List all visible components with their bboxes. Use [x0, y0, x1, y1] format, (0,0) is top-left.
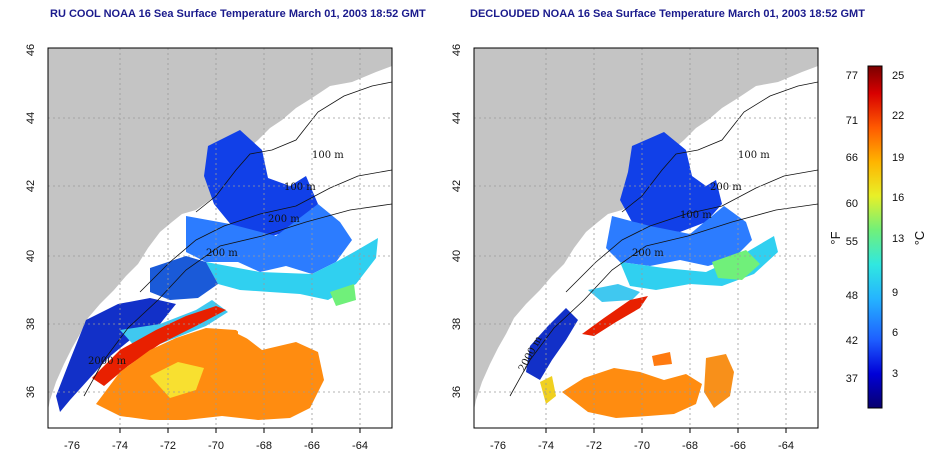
- land-mass: [48, 48, 392, 410]
- sst-blue-shelf: [186, 204, 352, 274]
- y-tick-label: 44: [451, 112, 463, 124]
- sst-deep-blue-gulf-of-maine: [620, 132, 722, 232]
- contour-label: 200 m: [632, 248, 664, 259]
- y-tick-label: 38: [451, 318, 463, 330]
- x-tick-label: -76: [64, 440, 80, 452]
- c-tick-label: 16: [892, 192, 904, 204]
- temperature-colorbar: 77 71 66 60 55 48 42 37 25 22 19 16 13 9…: [828, 65, 927, 409]
- x-tick-label: -66: [304, 440, 320, 452]
- c-tick-label: 19: [892, 152, 904, 164]
- x-tick-label: -66: [730, 440, 746, 452]
- c-tick-label: 6: [892, 327, 898, 339]
- contour-label: 200 m: [268, 214, 300, 225]
- isobath-2000m: [83, 203, 392, 397]
- map-frame: [47, 47, 393, 429]
- isobath-2000m: [509, 203, 818, 397]
- x-tick-label: -70: [208, 440, 224, 452]
- y-tick-label: 36: [25, 386, 37, 398]
- contour-label: 200 m: [710, 182, 742, 193]
- grid-lines-left: [48, 48, 392, 428]
- y-axis-left: 36 38 40 42 44 46: [25, 44, 37, 398]
- contour-label: 100 m: [738, 150, 770, 161]
- y-tick-label: 38: [25, 318, 37, 330]
- isobath-100m: [195, 81, 392, 213]
- sst-warm-eddy: [704, 354, 734, 408]
- sst-green-patch: [712, 250, 760, 280]
- f-tick-label: 48: [846, 290, 858, 302]
- isobath-200m: [139, 169, 392, 293]
- panel-right-title: DECLOUDED NOAA 16 Sea Surface Temperatur…: [470, 8, 865, 20]
- sst-gulf-stream-front: [92, 306, 226, 386]
- x-tick-label: -68: [256, 440, 272, 452]
- x-tick-label: -72: [160, 440, 176, 452]
- x-axis-right: -76 -74 -72 -70 -68 -66 -64: [490, 428, 794, 452]
- isobath-200m: [565, 169, 818, 293]
- sst-warm-gulf-stream: [96, 328, 324, 420]
- contour-label: 100 m: [680, 210, 712, 221]
- y-tick-label: 44: [25, 112, 37, 124]
- x-tick-label: -64: [352, 440, 368, 452]
- panel-left-title: RU COOL NOAA 16 Sea Surface Temperature …: [50, 8, 426, 20]
- sst-blue-shelf: [606, 206, 752, 266]
- x-axis-left: -76 -74 -72 -70 -68 -66 -64: [64, 428, 368, 452]
- x-tick-label: -74: [112, 440, 128, 452]
- y-tick-label: 40: [25, 250, 37, 262]
- f-tick-label: 66: [846, 152, 858, 164]
- grid-lines-right: [474, 48, 818, 428]
- map-frame: [473, 47, 819, 429]
- x-tick-label: -72: [586, 440, 602, 452]
- y-tick-label: 40: [451, 250, 463, 262]
- isobath-100m: [621, 81, 818, 213]
- sst-deep-blue-gulf-of-maine: [204, 130, 318, 236]
- sst-blue-coastal: [526, 308, 578, 380]
- sst-warm-patch: [652, 352, 672, 366]
- sst-yellow-coastal: [540, 376, 556, 404]
- y-tick-label: 46: [451, 44, 463, 56]
- f-tick-label: 37: [846, 373, 858, 385]
- y-tick-label: 36: [451, 386, 463, 398]
- sst-gulf-stream-front: [582, 296, 648, 336]
- celsius-scale: 25 22 19 16 13 9 6 3: [892, 70, 904, 380]
- y-tick-label: 42: [25, 180, 37, 192]
- x-tick-label: -64: [778, 440, 794, 452]
- colorbar-gradient: [867, 65, 883, 409]
- c-tick-label: 3: [892, 368, 898, 380]
- y-axis-right: 36 38 40 42 44 46: [451, 44, 463, 398]
- cloud-gap: [238, 292, 300, 346]
- sst-green-patch: [330, 284, 356, 306]
- map-panel-left: 100 m 100 m 200 m 200 m 2000 m -76 -74 -…: [25, 44, 393, 452]
- sst-cyan-slope: [206, 238, 378, 300]
- celsius-unit-label: °C: [912, 231, 927, 246]
- sst-blue-coastal: [150, 256, 218, 300]
- c-tick-label: 22: [892, 110, 904, 122]
- contour-label: 100 m: [284, 182, 316, 193]
- contour-label: 2000 m: [88, 356, 127, 367]
- map-panel-right: 100 m 200 m 100 m 200 m 2000 m -76 -74 -…: [451, 44, 819, 452]
- f-tick-label: 42: [846, 335, 858, 347]
- x-tick-label: -70: [634, 440, 650, 452]
- land-mass: [474, 48, 818, 410]
- sst-warm-gulf-stream: [562, 368, 702, 418]
- f-tick-label: 60: [846, 198, 858, 210]
- c-tick-label: 13: [892, 233, 904, 245]
- f-tick-label: 77: [846, 70, 858, 82]
- fahrenheit-unit-label: °F: [828, 231, 843, 244]
- c-tick-label: 25: [892, 70, 904, 82]
- x-tick-label: -68: [682, 440, 698, 452]
- sst-yellow-eddy: [150, 362, 204, 398]
- sst-cyan-coastal: [588, 284, 640, 302]
- x-tick-label: -74: [538, 440, 554, 452]
- x-tick-label: -76: [490, 440, 506, 452]
- contour-label: 200 m: [206, 248, 238, 259]
- y-tick-label: 46: [25, 44, 37, 56]
- f-tick-label: 71: [846, 115, 858, 127]
- contour-label: 100 m: [312, 150, 344, 161]
- f-tick-label: 55: [846, 236, 858, 248]
- y-tick-label: 42: [451, 180, 463, 192]
- c-tick-label: 9: [892, 287, 898, 299]
- fahrenheit-scale: 77 71 66 60 55 48 42 37: [846, 70, 858, 385]
